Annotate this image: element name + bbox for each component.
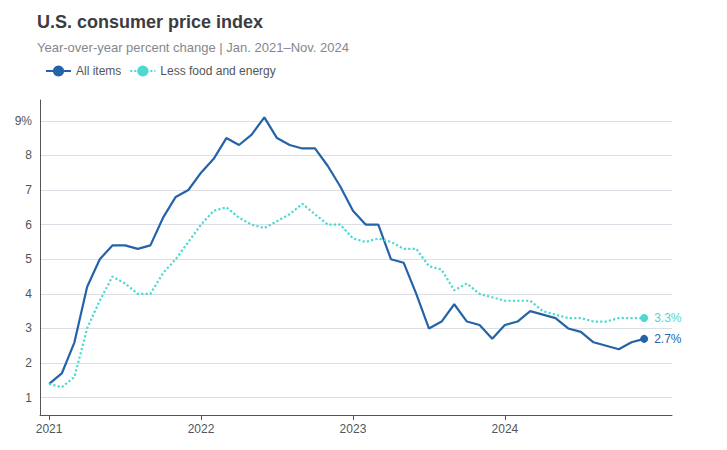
svg-text:3.3%: 3.3%	[654, 311, 682, 325]
svg-text:7: 7	[25, 183, 32, 197]
svg-text:2022: 2022	[188, 422, 215, 436]
svg-text:1: 1	[25, 391, 32, 405]
svg-text:2.7%: 2.7%	[654, 332, 682, 346]
svg-text:6: 6	[25, 218, 32, 232]
svg-text:2023: 2023	[340, 422, 367, 436]
svg-text:2021: 2021	[36, 422, 63, 436]
svg-text:3: 3	[25, 321, 32, 335]
svg-text:5: 5	[25, 252, 32, 266]
svg-text:2: 2	[25, 356, 32, 370]
svg-text:Less food and energy: Less food and energy	[160, 64, 275, 78]
svg-text:Year-over-year percent change: Year-over-year percent change | Jan. 202…	[37, 40, 349, 55]
svg-text:9%: 9%	[15, 114, 33, 128]
svg-text:8: 8	[25, 148, 32, 162]
svg-text:All items: All items	[76, 64, 121, 78]
svg-text:U.S. consumer price index: U.S. consumer price index	[37, 12, 263, 32]
svg-text:2024: 2024	[492, 422, 519, 436]
svg-text:4: 4	[25, 287, 32, 301]
